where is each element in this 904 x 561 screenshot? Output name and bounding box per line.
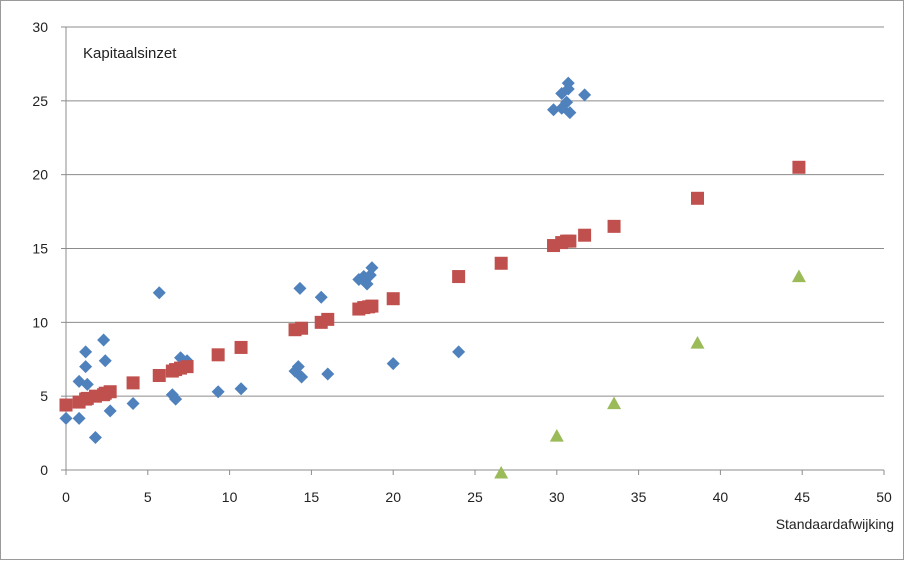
tick-labels: 0 5 10 15 20 25 30 0 5 10 15 20 25 30 35 40 45 50 (32, 19, 892, 505)
square-point (607, 219, 621, 233)
x-tick-label: 35 (631, 489, 647, 505)
square-point (180, 360, 194, 374)
triangle-point (791, 269, 806, 283)
triangle-point (494, 465, 509, 479)
x-tick-label: 5 (144, 489, 152, 505)
square-point (452, 270, 466, 284)
x-tick-label: 40 (713, 489, 729, 505)
x-tick-label: 10 (222, 489, 238, 505)
diamond-point (295, 370, 309, 384)
x-tick-label: 30 (549, 489, 565, 505)
diamond-point (72, 411, 86, 425)
square-point (563, 234, 577, 248)
square-point (386, 292, 400, 306)
triangle-point (549, 429, 564, 442)
y-tick-label: 15 (32, 241, 48, 257)
triangle-point (607, 396, 622, 410)
square-point (690, 191, 704, 205)
x-tick-label: 20 (385, 489, 401, 505)
square-point (152, 368, 166, 382)
diamond-point (211, 385, 225, 399)
square-point (792, 160, 806, 174)
chart-title: Kapitaalsinzet (83, 45, 177, 62)
square-point (494, 256, 508, 270)
diamond-point (547, 103, 561, 117)
diamond-point (234, 382, 248, 396)
diamond-point (97, 333, 111, 347)
x-tick-label: 15 (304, 489, 320, 505)
triangle-point (690, 336, 705, 349)
diamond-point (80, 377, 94, 391)
diamond-point (321, 367, 335, 381)
x-tick-label: 25 (467, 489, 483, 505)
square-point (211, 348, 225, 362)
diamond-point (79, 345, 93, 359)
y-tick-label: 10 (32, 314, 48, 330)
diamond-point (126, 397, 140, 411)
x-axis-label: Standaardafwijking (776, 516, 894, 532)
diamond-point (365, 261, 379, 275)
diamond-point (561, 76, 575, 90)
x-tick-label: 50 (876, 489, 892, 505)
square-point (126, 376, 140, 390)
axes (61, 26, 885, 475)
square-point (321, 312, 335, 326)
diamond-point (291, 360, 305, 374)
diamond-point (563, 106, 577, 120)
diamond-point (103, 404, 117, 418)
square-point (234, 340, 248, 354)
x-tick-label: 0 (62, 489, 70, 505)
y-tick-label: 20 (32, 167, 48, 183)
square-point (365, 299, 379, 313)
diamond-point (293, 281, 307, 295)
y-tick-label: 25 (32, 93, 48, 109)
y-tick-label: 30 (32, 19, 48, 35)
diamond-point (560, 95, 574, 109)
diamond-point (314, 290, 328, 304)
diamond-point (79, 360, 93, 374)
square-point (578, 228, 592, 242)
diamond-point (452, 345, 466, 359)
diamond-point (59, 411, 73, 425)
diamond-point (98, 354, 112, 368)
diamond-point (88, 431, 102, 445)
square-point (103, 385, 117, 399)
diamond-point (578, 88, 592, 102)
diamond-point (169, 392, 183, 406)
y-tick-label: 5 (40, 388, 48, 404)
diamond-point (386, 357, 400, 371)
x-tick-label: 45 (794, 489, 810, 505)
square-point (59, 398, 73, 412)
data-points (59, 76, 806, 479)
diamond-point (152, 286, 166, 300)
gridlines (66, 26, 884, 397)
y-tick-label: 0 (40, 462, 48, 478)
square-point (295, 321, 309, 335)
